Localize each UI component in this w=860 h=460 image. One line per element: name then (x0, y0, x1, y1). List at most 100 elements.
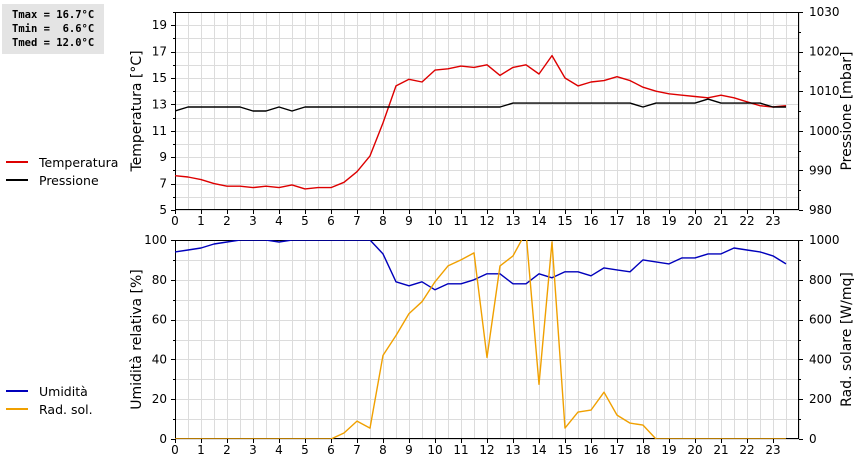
x-tick-label: 12 (479, 443, 494, 457)
x-tick-label: 7 (353, 443, 361, 457)
y-tick-label: 40 (152, 352, 167, 366)
legend-label: Temperatura (39, 154, 119, 170)
x-tick-label: 21 (713, 214, 728, 228)
y-right-axis-label: Pressione [mbar] (839, 51, 855, 170)
series-line-rad-sol (175, 240, 786, 439)
legend-swatch (6, 390, 28, 392)
y-right-tick-label: 980 (809, 203, 832, 217)
x-tick-label: 8 (379, 214, 387, 228)
x-tick-label: 20 (687, 214, 702, 228)
y-tick-label: 60 (152, 313, 167, 327)
x-tick-label: 15 (557, 214, 572, 228)
y-tick-label: 5 (159, 203, 167, 217)
y-tick-label: 0 (159, 432, 167, 446)
x-tick-label: 9 (405, 214, 413, 228)
chart-panel-top: 0 1 2 3 4 5 6 7 8 9 10 11 12 13 14 15 16 17 18 19 20 21 22 2357… (129, 5, 855, 228)
x-tick-label: 7 (353, 214, 361, 228)
legend-label: Rad. sol. (39, 401, 93, 417)
x-tick-label: 17 (609, 214, 624, 228)
y-right-tick-label: 1030 (809, 5, 840, 19)
legend-item-pressione: Pressione (6, 171, 118, 189)
series-line-pressione (175, 98, 786, 112)
x-tick-label: 4 (275, 214, 283, 228)
x-tick-label: 16 (583, 443, 598, 457)
y-tick-label: 9 (159, 150, 167, 164)
legend-label: Pressione (39, 172, 99, 188)
y-right-tick-label: 1010 (809, 84, 840, 98)
plot-frame (175, 240, 799, 439)
y-axis-label: Temperatura [°C] (129, 50, 145, 172)
y-tick-label: 19 (152, 18, 167, 32)
x-tick-label: 16 (583, 214, 598, 228)
legend-bottom: Umidità Rad. sol. (6, 382, 93, 418)
x-tick-label: 4 (275, 443, 283, 457)
x-tick-label: 6 (327, 214, 335, 228)
y-right-tick-label: 1000 (809, 233, 840, 247)
legend-swatch (6, 179, 28, 181)
x-tick-label: 2 (223, 443, 231, 457)
x-tick-label: 17 (609, 443, 624, 457)
y-tick-label: 80 (152, 273, 167, 287)
tmin-text: Tmin = 6.6°C (12, 23, 95, 35)
legend-top: Temperatura Pressione (6, 153, 118, 189)
x-tick-label: 1 (197, 214, 205, 228)
x-tick-label: 22 (739, 214, 754, 228)
legend-label: Umidità (39, 383, 88, 399)
x-tick-label: 10 (427, 443, 442, 457)
x-tick-label: 21 (713, 443, 728, 457)
x-tick-label: 18 (635, 443, 650, 457)
y-right-tick-label: 400 (809, 352, 832, 366)
x-tick-label: 0 (171, 214, 179, 228)
y-tick-label: 7 (159, 177, 167, 191)
x-tick-label: 5 (301, 443, 309, 457)
y-right-tick-label: 0 (809, 432, 817, 446)
x-tick-label: 11 (453, 214, 468, 228)
legend-swatch (6, 408, 28, 410)
y-tick-label: 20 (152, 392, 167, 406)
y-right-tick-label: 200 (809, 392, 832, 406)
y-right-tick-label: 1020 (809, 45, 840, 59)
y-right-tick-label: 990 (809, 163, 832, 177)
stats-box: Tmax = 16.7°C Tmin = 6.6°C Tmed = 12.0°C (2, 4, 104, 54)
y-tick-label: 17 (152, 45, 167, 59)
y-tick-label: 15 (152, 71, 167, 85)
legend-item-temperatura: Temperatura (6, 153, 118, 171)
x-tick-label: 9 (405, 443, 413, 457)
x-tick-label: 14 (531, 214, 546, 228)
x-tick-label: 1 (197, 443, 205, 457)
x-tick-label: 15 (557, 443, 572, 457)
x-tick-label: 6 (327, 443, 335, 457)
x-tick-label: 12 (479, 214, 494, 228)
x-tick-label: 10 (427, 214, 442, 228)
series-group (175, 240, 787, 439)
x-tick-label: 3 (249, 214, 257, 228)
x-tick-label: 19 (661, 443, 676, 457)
x-tick-label: 18 (635, 214, 650, 228)
x-tick-label: 14 (531, 443, 546, 457)
x-tick-label: 13 (505, 443, 520, 457)
y-axis-label: Umidità relativa [%] (129, 269, 145, 410)
series-group (175, 54, 787, 190)
x-tick-label: 2 (223, 214, 231, 228)
x-tick-label: 11 (453, 443, 468, 457)
x-tick-label: 0 (171, 443, 179, 457)
x-tick-label: 3 (249, 443, 257, 457)
tmax-text: Tmax = 16.7°C (12, 9, 95, 21)
x-tick-label: 20 (687, 443, 702, 457)
x-tick-label: 22 (739, 443, 754, 457)
tmed-text: Tmed = 12.0°C (12, 37, 95, 49)
y-tick-label: 100 (144, 233, 167, 247)
x-tick-label: 13 (505, 214, 520, 228)
x-tick-label: 23 (765, 214, 780, 228)
series-line-umidit (175, 240, 787, 291)
y-tick-label: 13 (152, 97, 167, 111)
legend-swatch (6, 161, 28, 163)
x-tick-label: 19 (661, 214, 676, 228)
y-right-axis-label: Rad. solare [W/mq] (839, 272, 855, 407)
series-line-temperatura (175, 54, 787, 190)
legend-item-rad-sol: Rad. sol. (6, 400, 93, 418)
y-right-tick-label: 600 (809, 313, 832, 327)
chart-panel-bottom: 0 1 2 3 4 5 6 7 8 9 10 11 12 13 14 15 16 17 18 19 20 21 22 2302… (129, 233, 855, 457)
y-right-tick-label: 1000 (809, 124, 840, 138)
